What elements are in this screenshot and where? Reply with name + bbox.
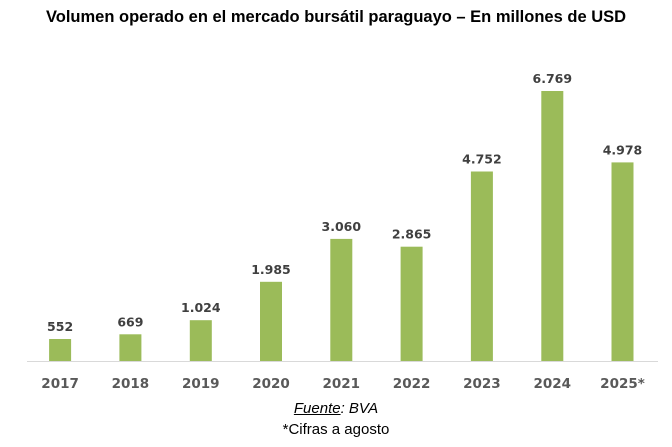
data-label-2019: 1.024 — [181, 300, 221, 315]
data-label-2020: 1.985 — [251, 262, 291, 277]
chart-title: Volumen operado en el mercado bursátil p… — [45, 8, 627, 26]
data-label-2017: 552 — [47, 319, 73, 334]
x-tick-label-2021: 2021 — [323, 376, 361, 392]
x-tick-label-2018: 2018 — [112, 376, 150, 392]
x-tick-label-2023: 2023 — [463, 376, 501, 392]
data-label-2025: 4.978 — [603, 142, 643, 157]
data-label-2021: 3.060 — [322, 219, 362, 234]
x-tick-label-2019: 2019 — [182, 376, 220, 392]
x-tick-label-2025: 2025* — [600, 376, 645, 392]
x-tick-label-2020: 2020 — [252, 376, 290, 392]
x-tick-label-2022: 2022 — [393, 376, 431, 392]
data-label-2018: 669 — [117, 314, 143, 329]
data-label-2022: 2.865 — [392, 227, 432, 242]
source-value: : BVA — [340, 400, 379, 417]
data-labels-group: 552 669 1.024 1.985 3.060 2.865 4.752 6.769 4.97… — [47, 71, 642, 334]
bars-group — [49, 91, 634, 361]
data-label-2023: 4.752 — [462, 152, 502, 167]
bar-2022 — [400, 246, 423, 361]
bar-2018 — [119, 334, 142, 361]
bar-2025 — [611, 162, 634, 361]
bar-2024 — [541, 91, 564, 361]
bar-2017 — [49, 339, 72, 361]
bar-2019 — [189, 320, 212, 361]
x-tick-labels-group: 2017 2018 2019 2020 2021 2022 2023 2024 2025* — [41, 376, 645, 392]
data-label-2024: 6.769 — [533, 71, 573, 86]
source-note: Fuente: BVA — [0, 400, 672, 417]
bar-2020 — [260, 281, 282, 361]
footnote: *Cifras a agosto — [282, 421, 390, 438]
bar-chart: 552 669 1.024 1.985 3.060 2.865 4.752 6.769 4.97… — [27, 71, 658, 392]
source-label: Fuente — [293, 400, 341, 417]
x-tick-label-2024: 2024 — [534, 376, 572, 392]
bar-2023 — [470, 171, 493, 361]
x-tick-label-2017: 2017 — [41, 376, 79, 392]
bar-2021 — [330, 238, 353, 361]
